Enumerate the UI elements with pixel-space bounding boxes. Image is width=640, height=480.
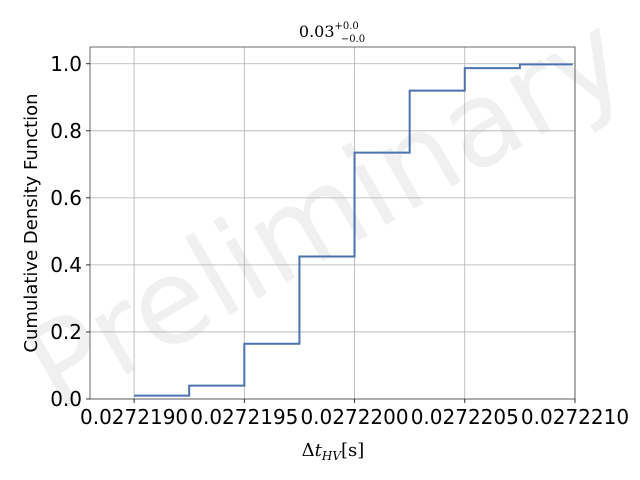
x-label-delta: Δ [302,440,315,461]
x-tick-label: 0.0272205 [411,405,519,429]
title-sub: −0.0 [341,34,365,45]
y-tick-label: 0.8 [50,119,82,143]
x-tick-label: 0.0272210 [521,405,629,429]
x-label-unit: [s] [341,440,364,461]
watermark: Preliminary [3,0,640,439]
y-tick-label: 0.4 [50,253,82,277]
y-axis-label: Cumulative Density Function [21,93,42,352]
y-tick-label: 1.0 [50,52,82,76]
series-layer [134,63,573,397]
y-tick-label: 0.2 [50,320,82,344]
y-tick-label: 0.6 [50,186,82,210]
x-tick-label: 0.0272195 [190,405,298,429]
chart-title: 0.03+0.0 −0.0 [299,21,365,45]
title-base: 0.03 [299,22,335,41]
y-tick-label: 0.0 [50,387,82,411]
x-label-sub: HV [321,449,342,463]
cdf-step-line [134,63,573,397]
title-sup: +0.0 [335,21,359,32]
x-label-t: t [315,440,323,461]
x-tick-label: 0.0272200 [300,405,408,429]
tick-layer: 0.0272190 0.0272195 0.0272200 0.0272205 0.02… [50,52,629,429]
x-axis-label: ΔtHV[s] [302,440,365,463]
x-tick-label: 0.0272190 [80,405,188,429]
plot-frame [89,46,576,400]
